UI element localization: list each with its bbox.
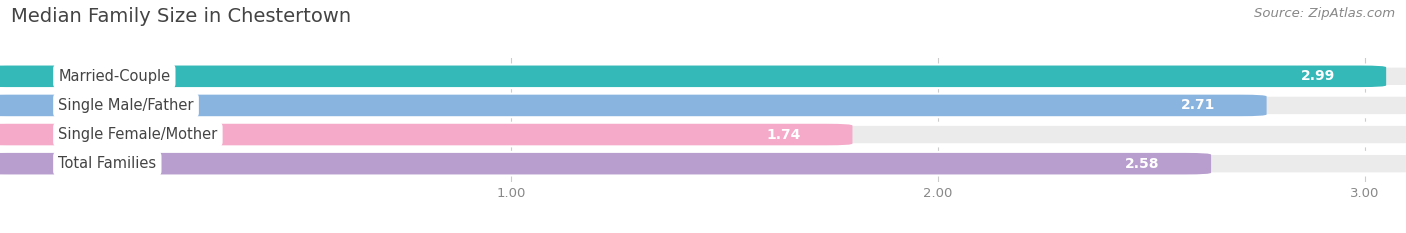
- Text: Single Male/Father: Single Male/Father: [58, 98, 194, 113]
- FancyBboxPatch shape: [0, 95, 1406, 116]
- Text: 2.99: 2.99: [1301, 69, 1334, 83]
- Text: Source: ZipAtlas.com: Source: ZipAtlas.com: [1254, 7, 1395, 20]
- FancyBboxPatch shape: [0, 65, 1386, 87]
- Text: 2.71: 2.71: [1181, 98, 1215, 113]
- Text: Median Family Size in Chestertown: Median Family Size in Chestertown: [11, 7, 352, 26]
- FancyBboxPatch shape: [0, 153, 1211, 175]
- FancyBboxPatch shape: [0, 153, 1406, 175]
- Text: Married-Couple: Married-Couple: [58, 69, 170, 84]
- FancyBboxPatch shape: [0, 124, 1406, 145]
- Text: 2.58: 2.58: [1125, 157, 1160, 171]
- Text: Single Female/Mother: Single Female/Mother: [58, 127, 218, 142]
- Text: 1.74: 1.74: [766, 127, 801, 142]
- Text: Total Families: Total Families: [58, 156, 156, 171]
- FancyBboxPatch shape: [0, 95, 1267, 116]
- FancyBboxPatch shape: [0, 65, 1406, 87]
- FancyBboxPatch shape: [0, 124, 852, 145]
